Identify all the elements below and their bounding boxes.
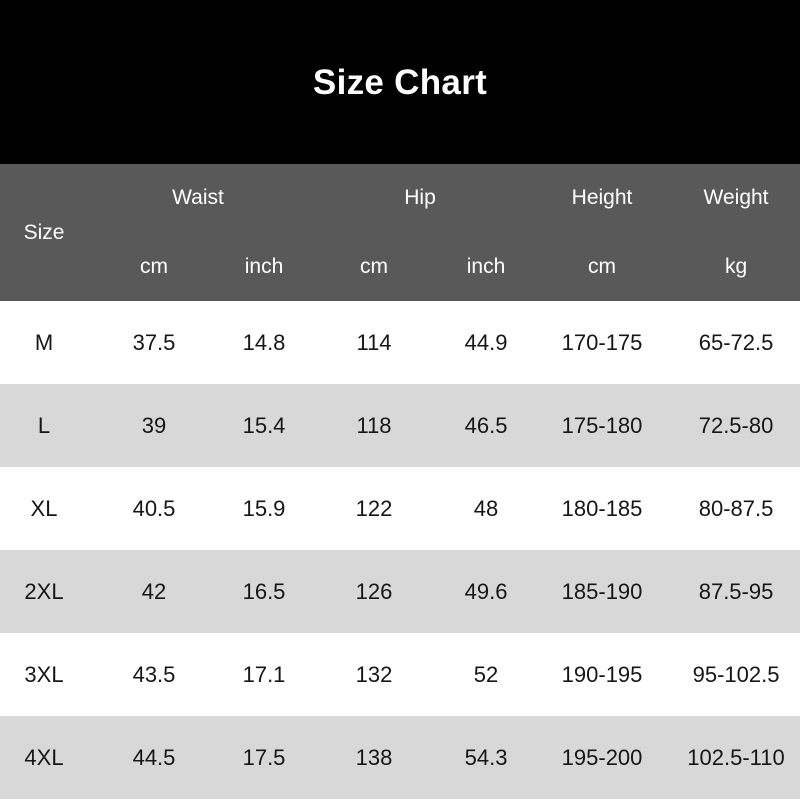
cell-waist-inch: 15.4 bbox=[220, 384, 309, 467]
cell-hip-inch: 52 bbox=[440, 633, 533, 716]
column-header-height-cm: cm bbox=[532, 232, 673, 301]
cell-waist-cm: 42 bbox=[88, 550, 220, 633]
table-row: 4XL 44.5 17.5 138 54.3 195-200 102.5-110 bbox=[0, 716, 800, 799]
cell-height-cm: 190-195 bbox=[532, 633, 673, 716]
page-title: Size Chart bbox=[312, 63, 488, 102]
cell-weight-kg: 102.5-110 bbox=[672, 716, 800, 799]
column-group-header-waist: Waist bbox=[88, 164, 309, 232]
column-group-header-weight: Weight bbox=[672, 164, 800, 232]
title-banner: Size Chart bbox=[0, 0, 800, 164]
cell-hip-inch: 44.9 bbox=[440, 301, 533, 384]
cell-height-cm: 185-190 bbox=[532, 550, 673, 633]
cell-size: XL bbox=[0, 467, 88, 550]
cell-size: 2XL bbox=[0, 550, 88, 633]
cell-hip-cm: 132 bbox=[308, 633, 441, 716]
cell-waist-inch: 14.8 bbox=[220, 301, 309, 384]
column-group-header-hip: Hip bbox=[308, 164, 533, 232]
cell-size: 3XL bbox=[0, 633, 88, 716]
header-unit-row: cm inch cm inch cm kg bbox=[0, 232, 800, 301]
column-header-hip-cm: cm bbox=[308, 232, 441, 301]
cell-waist-inch: 16.5 bbox=[220, 550, 309, 633]
column-header-weight-kg: kg bbox=[672, 232, 800, 301]
cell-height-cm: 180-185 bbox=[532, 467, 673, 550]
cell-hip-cm: 114 bbox=[308, 301, 441, 384]
column-header-waist-cm: cm bbox=[88, 232, 220, 301]
table-row: L 39 15.4 118 46.5 175-180 72.5-80 bbox=[0, 384, 800, 467]
cell-size: M bbox=[0, 301, 88, 384]
cell-waist-cm: 40.5 bbox=[88, 467, 220, 550]
header-group-row: Size Waist Hip Height Weight bbox=[0, 164, 800, 301]
table-body: M 37.5 14.8 114 44.9 170-175 65-72.5 L 3… bbox=[0, 301, 800, 799]
cell-hip-cm: 138 bbox=[308, 716, 441, 799]
cell-height-cm: 195-200 bbox=[532, 716, 673, 799]
cell-hip-inch: 49.6 bbox=[440, 550, 533, 633]
cell-weight-kg: 65-72.5 bbox=[672, 301, 800, 384]
column-header-hip-inch: inch bbox=[440, 232, 533, 301]
cell-weight-kg: 87.5-95 bbox=[672, 550, 800, 633]
cell-waist-cm: 43.5 bbox=[88, 633, 220, 716]
cell-height-cm: 170-175 bbox=[532, 301, 673, 384]
cell-hip-inch: 46.5 bbox=[440, 384, 533, 467]
cell-hip-cm: 122 bbox=[308, 467, 441, 550]
cell-waist-cm: 39 bbox=[88, 384, 220, 467]
cell-height-cm: 175-180 bbox=[532, 384, 673, 467]
table-header: Size Waist Hip Height Weight cm inch cm … bbox=[0, 164, 800, 301]
cell-waist-cm: 44.5 bbox=[88, 716, 220, 799]
cell-waist-inch: 17.5 bbox=[220, 716, 309, 799]
cell-hip-inch: 54.3 bbox=[440, 716, 533, 799]
table-row: M 37.5 14.8 114 44.9 170-175 65-72.5 bbox=[0, 301, 800, 384]
cell-size: L bbox=[0, 384, 88, 467]
column-header-waist-inch: inch bbox=[220, 232, 309, 301]
cell-weight-kg: 95-102.5 bbox=[672, 633, 800, 716]
cell-hip-inch: 48 bbox=[440, 467, 533, 550]
column-group-header-height: Height bbox=[532, 164, 673, 232]
cell-hip-cm: 126 bbox=[308, 550, 441, 633]
cell-waist-inch: 17.1 bbox=[220, 633, 309, 716]
cell-size: 4XL bbox=[0, 716, 88, 799]
cell-weight-kg: 72.5-80 bbox=[672, 384, 800, 467]
cell-waist-cm: 37.5 bbox=[88, 301, 220, 384]
table-row: XL 40.5 15.9 122 48 180-185 80-87.5 bbox=[0, 467, 800, 550]
size-chart-table: Size Waist Hip Height Weight cm inch cm … bbox=[0, 164, 800, 799]
cell-hip-cm: 118 bbox=[308, 384, 441, 467]
table-row: 2XL 42 16.5 126 49.6 185-190 87.5-95 bbox=[0, 550, 800, 633]
cell-weight-kg: 80-87.5 bbox=[672, 467, 800, 550]
column-header-size: Size bbox=[0, 164, 88, 301]
cell-waist-inch: 15.9 bbox=[220, 467, 309, 550]
table-row: 3XL 43.5 17.1 132 52 190-195 95-102.5 bbox=[0, 633, 800, 716]
